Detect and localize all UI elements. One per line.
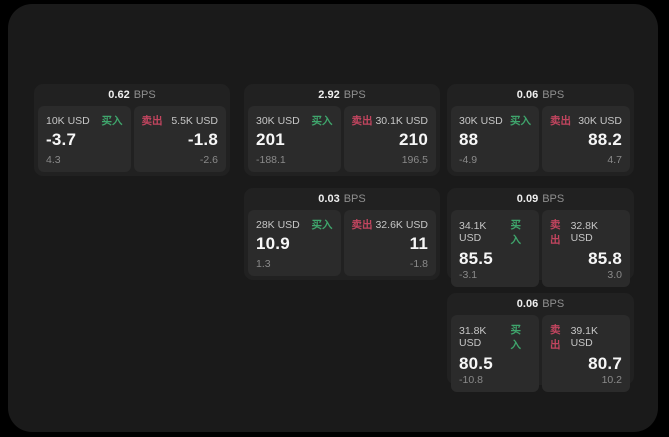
buy-sub-value: 1.3 bbox=[256, 258, 271, 270]
buy-price: 80.5 bbox=[459, 354, 493, 373]
buy-side-label: 买入 bbox=[101, 115, 123, 127]
bps-value: 0.03 bbox=[318, 193, 340, 205]
quote-card: 0.62 BPS 10K USD 买入 -3.7 4.3 卖出 5.5K USD… bbox=[34, 84, 230, 176]
sell-price: 11 bbox=[409, 234, 428, 253]
sell-quote-panel[interactable]: 卖出 30K USD 88.2 4.7 bbox=[542, 106, 630, 172]
buy-price: 201 bbox=[256, 130, 285, 149]
buy-quote-panel[interactable]: 30K USD 买入 201 -188.1 bbox=[248, 106, 341, 172]
quote-card: 2.92 BPS 30K USD 买入 201 -188.1 卖出 30.1K … bbox=[244, 84, 440, 176]
buy-sub-value: -4.9 bbox=[459, 154, 478, 166]
buy-sub-value: 4.3 bbox=[46, 154, 61, 166]
buy-size-label: 34.1K USD bbox=[459, 220, 487, 244]
buy-side-label: 买入 bbox=[311, 219, 333, 231]
buy-sub-value: -3.1 bbox=[459, 269, 478, 281]
buy-side-label: 买入 bbox=[510, 324, 521, 351]
sell-quote-panel[interactable]: 卖出 30.1K USD 210 196.5 bbox=[343, 106, 436, 172]
sell-side-label: 卖出 bbox=[550, 324, 561, 351]
buy-price: 85.5 bbox=[459, 249, 493, 268]
buy-size-label: 28K USD bbox=[256, 218, 300, 231]
bps-unit-label: BPS bbox=[542, 89, 565, 101]
buy-size-label: 31.8K USD bbox=[459, 325, 487, 349]
bps-unit-label: BPS bbox=[343, 193, 366, 205]
sell-quote-panel[interactable]: 卖出 39.1K USD 80.7 10.2 bbox=[542, 315, 630, 392]
bps-unit-label: BPS bbox=[343, 89, 366, 101]
sell-quote-panel[interactable]: 卖出 32.8K USD 85.8 3.0 bbox=[542, 210, 630, 287]
sell-price: 88.2 bbox=[588, 130, 622, 149]
buy-quote-panel[interactable]: 34.1K USD 买入 85.5 -3.1 bbox=[451, 210, 539, 287]
buy-price: 88 bbox=[459, 130, 479, 149]
bps-unit-label: BPS bbox=[542, 298, 565, 310]
bps-value: 0.62 bbox=[108, 89, 130, 101]
buy-side-label: 买入 bbox=[510, 115, 531, 127]
sell-sub-value: 4.7 bbox=[607, 154, 622, 166]
buy-quote-panel[interactable]: 28K USD 买入 10.9 1.3 bbox=[248, 210, 341, 276]
bps-unit-label: BPS bbox=[542, 193, 565, 205]
buy-size-label: 30K USD bbox=[459, 114, 503, 127]
buy-quote-panel[interactable]: 30K USD 买入 88 -4.9 bbox=[451, 106, 539, 172]
sell-side-label: 卖出 bbox=[351, 115, 373, 127]
bps-value: 2.92 bbox=[318, 89, 340, 101]
sell-size-label: 32.6K USD bbox=[375, 218, 428, 231]
buy-sub-value: -10.8 bbox=[459, 374, 483, 386]
bps-value: 0.09 bbox=[516, 193, 539, 205]
bps-spread-header: 0.06 BPS bbox=[447, 84, 634, 106]
sell-size-label: 39.1K USD bbox=[570, 325, 599, 349]
buy-quote-panel[interactable]: 10K USD 买入 -3.7 4.3 bbox=[38, 106, 131, 172]
sell-sub-value: 196.5 bbox=[401, 154, 428, 166]
sell-side-label: 卖出 bbox=[351, 219, 373, 231]
sell-quote-panel[interactable]: 卖出 32.6K USD 11 -1.8 bbox=[343, 210, 436, 276]
sell-price: 85.8 bbox=[588, 249, 622, 268]
bps-value: 0.06 bbox=[516, 89, 539, 101]
buy-quote-panel[interactable]: 31.8K USD 买入 80.5 -10.8 bbox=[451, 315, 539, 392]
bps-spread-header: 0.09 BPS bbox=[447, 188, 634, 210]
buy-price: -3.7 bbox=[46, 130, 77, 149]
buy-size-label: 10K USD bbox=[46, 114, 90, 127]
app-window: 0.62 BPS 10K USD 买入 -3.7 4.3 卖出 5.5K USD… bbox=[8, 4, 658, 432]
quote-card: 0.06 BPS 31.8K USD 买入 80.5 -10.8 卖出 39.1… bbox=[447, 293, 634, 392]
buy-sub-value: -188.1 bbox=[256, 154, 286, 166]
buy-price: 10.9 bbox=[256, 234, 290, 253]
sell-side-label: 卖出 bbox=[550, 115, 571, 127]
buy-side-label: 买入 bbox=[510, 219, 521, 246]
quote-card: 0.03 BPS 28K USD 买入 10.9 1.3 卖出 32.6K US… bbox=[244, 188, 440, 280]
sell-side-label: 卖出 bbox=[141, 115, 163, 127]
quote-card: 0.06 BPS 30K USD 买入 88 -4.9 卖出 30K USD 8… bbox=[447, 84, 634, 176]
buy-side-label: 买入 bbox=[311, 115, 333, 127]
sell-sub-value: 3.0 bbox=[607, 269, 622, 281]
sell-price: -1.8 bbox=[187, 130, 218, 149]
bps-unit-label: BPS bbox=[133, 89, 156, 101]
bps-spread-header: 0.06 BPS bbox=[447, 293, 634, 315]
sell-price: 80.7 bbox=[588, 354, 622, 373]
bps-spread-header: 0.03 BPS bbox=[244, 188, 440, 210]
sell-size-label: 32.8K USD bbox=[570, 220, 599, 244]
sell-quote-panel[interactable]: 卖出 5.5K USD -1.8 -2.6 bbox=[133, 106, 226, 172]
quote-card: 0.09 BPS 34.1K USD 买入 85.5 -3.1 卖出 32.8K… bbox=[447, 188, 634, 287]
sell-size-label: 30K USD bbox=[578, 114, 622, 127]
bps-spread-header: 0.62 BPS bbox=[34, 84, 230, 106]
buy-size-label: 30K USD bbox=[256, 114, 300, 127]
sell-sub-value: 10.2 bbox=[601, 374, 622, 386]
bps-value: 0.06 bbox=[516, 298, 539, 310]
bps-spread-header: 2.92 BPS bbox=[244, 84, 440, 106]
sell-side-label: 卖出 bbox=[550, 219, 561, 246]
sell-price: 210 bbox=[399, 130, 428, 149]
sell-size-label: 30.1K USD bbox=[375, 114, 428, 127]
sell-sub-value: -1.8 bbox=[409, 258, 428, 270]
sell-size-label: 5.5K USD bbox=[171, 114, 218, 127]
sell-sub-value: -2.6 bbox=[199, 154, 218, 166]
